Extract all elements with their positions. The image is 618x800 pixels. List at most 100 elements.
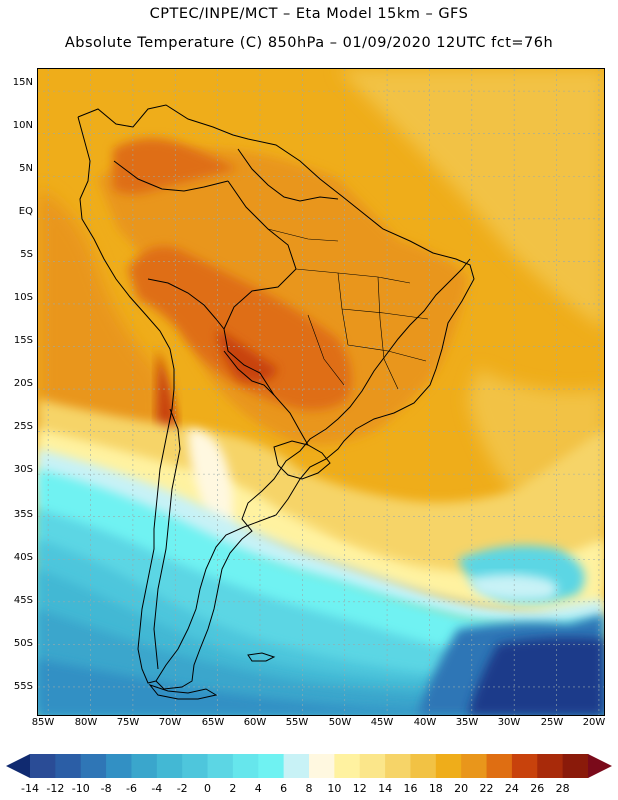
- lat-label-eq: EQ: [18, 206, 33, 217]
- colorbar-label: -2: [176, 782, 188, 795]
- map-canvas: [38, 69, 604, 715]
- field-2-4: [38, 469, 604, 669]
- temperature-field: [38, 69, 604, 715]
- lat-label-50s: 50S: [13, 638, 33, 649]
- colorbar-label: 28: [555, 782, 570, 795]
- field-cold-core: [468, 637, 604, 715]
- colorbar-label: -12: [46, 782, 65, 795]
- lat-label-10s: 10S: [13, 292, 33, 303]
- colorbar-cell: [435, 754, 462, 778]
- lat-label-20s: 20S: [13, 378, 33, 389]
- colorbar-label: -6: [125, 782, 137, 795]
- border-argentina-chile: [153, 408, 181, 670]
- lon-label-45w: 45W: [370, 717, 394, 728]
- colorbar-under-arrow: [6, 754, 30, 778]
- lon-label-55w: 55W: [285, 717, 309, 728]
- tierra-del-fuego: [148, 683, 218, 700]
- lon-label-85w: 85W: [31, 717, 55, 728]
- colorbar-label: -14: [21, 782, 39, 795]
- colorbar-cell: [207, 754, 234, 778]
- colorbar-cell: [182, 754, 209, 778]
- colorbar-label: -10: [71, 782, 90, 795]
- colorbar-label: 2: [229, 782, 237, 795]
- colorbar-label: -8: [100, 782, 112, 795]
- colorbar-cell: [232, 754, 259, 778]
- colorbar-cell: [309, 754, 335, 778]
- lon-label-80w: 80W: [74, 717, 98, 728]
- colorbar-label: 10: [327, 782, 342, 795]
- colorbar-cell: [537, 754, 564, 778]
- field-cold-eddy-inner: [468, 574, 558, 601]
- colorbar-cell: [562, 754, 589, 778]
- colorbar-label: 0: [204, 782, 212, 795]
- colorbar-label: 16: [403, 782, 418, 795]
- border-peru-bolivia: [147, 278, 225, 330]
- coastlines-and-borders: [77, 104, 475, 700]
- colorbar-cell: [156, 754, 183, 778]
- lat-label-40s: 40S: [13, 552, 33, 563]
- colorbar-label: 18: [428, 782, 443, 795]
- colorbar-label: 6: [280, 782, 288, 795]
- field-minus8-minus6: [38, 659, 604, 715]
- lat-lon-grid: [38, 69, 604, 715]
- border-venezuela-guyana: [237, 148, 339, 202]
- lon-label-20w: 20W: [582, 717, 606, 728]
- border-paraguay: [223, 350, 275, 396]
- temperature-colorbar: [6, 754, 612, 778]
- lat-label-35s: 35S: [13, 509, 33, 520]
- field-20-22-continent: [98, 147, 468, 445]
- pacific-coastline: [77, 116, 175, 684]
- lat-label-25s: 25S: [13, 421, 33, 432]
- falkland-islands: [247, 652, 276, 662]
- colorbar-cells: [30, 754, 589, 778]
- field-10-12: [38, 429, 604, 616]
- colorbar-cell: [80, 754, 107, 778]
- colorbar-cell: [410, 754, 437, 778]
- colorbar-label: 8: [305, 782, 313, 795]
- colorbar-label: 12: [352, 782, 367, 795]
- border-uruguay: [273, 440, 331, 480]
- field-16-18-north-atlantic: [338, 69, 604, 329]
- border-brazil-south: [259, 372, 309, 446]
- colorbar-cell: [385, 754, 411, 778]
- lon-label-70w: 70W: [158, 717, 182, 728]
- lat-label-5n: 5N: [19, 163, 33, 174]
- lon-label-35w: 35W: [455, 717, 479, 728]
- colorbar-label: 4: [254, 782, 262, 795]
- lat-label-5s: 5S: [20, 249, 33, 260]
- colorbar-cell: [258, 754, 285, 778]
- field-22-24-interior: [128, 246, 352, 411]
- colorbar-cell: [55, 754, 82, 778]
- colorbar-cell: [131, 754, 158, 778]
- field-22-24-north: [113, 138, 238, 194]
- colorbar-cell: [359, 754, 386, 778]
- colorbar-label: 22: [479, 782, 494, 795]
- lat-label-15s: 15S: [13, 335, 33, 346]
- map-title-variable: Absolute Temperature (C) 850hPa – 01/09/…: [64, 35, 554, 51]
- colorbar-label: 20: [454, 782, 469, 795]
- lon-label-40w: 40W: [413, 717, 437, 728]
- lat-label-45s: 45S: [13, 595, 33, 606]
- colorbar-cell: [283, 754, 310, 778]
- field-8-10-argentina: [188, 429, 233, 539]
- colorbar-over-arrow: [588, 754, 612, 778]
- brazil-states: [267, 228, 429, 390]
- lon-label-75w: 75W: [116, 717, 140, 728]
- lon-label-65w: 65W: [201, 717, 225, 728]
- colorbar-cell: [334, 754, 361, 778]
- colorbar-cell: [30, 754, 56, 778]
- colorbar-cell: [461, 754, 488, 778]
- colorbar-label: 26: [530, 782, 545, 795]
- map-title-source: CPTEC/INPE/MCT – Eta Model 15km – GFS: [149, 6, 469, 22]
- colorbar-cell: [511, 754, 538, 778]
- lat-label-55s: 55S: [13, 681, 33, 692]
- colorbar-cell: [486, 754, 513, 778]
- lon-label-50w: 50W: [328, 717, 352, 728]
- lon-label-30w: 30W: [497, 717, 521, 728]
- colorbar-label: -4: [151, 782, 163, 795]
- lat-label-30s: 30S: [13, 464, 33, 475]
- lon-label-60w: 60W: [243, 717, 267, 728]
- colorbar-cell: [106, 754, 132, 778]
- colorbar-label: 24: [504, 782, 519, 795]
- border-brazil-west: [223, 180, 297, 374]
